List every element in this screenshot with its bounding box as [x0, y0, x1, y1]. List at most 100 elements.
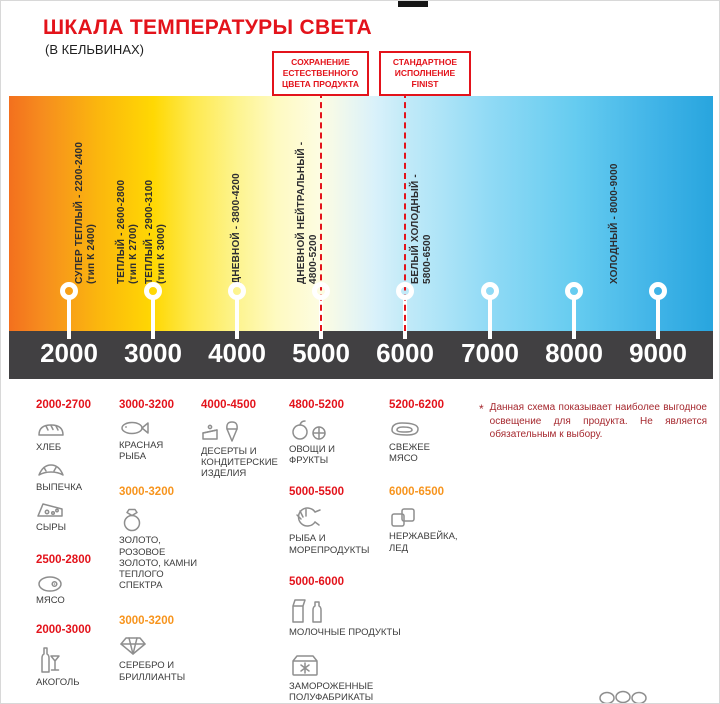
legend-item-label: СЫРЫ: [36, 522, 67, 534]
legend-item-label: НЕРЖАВЕЙКА, ЛЕД: [389, 531, 458, 554]
legend-item-label: АКОГОЛЬ: [36, 676, 80, 688]
band-label-cold: ХОЛОДНЫЙ - 8000-9000: [609, 163, 621, 284]
legend-item-meat: МЯСО: [36, 574, 114, 606]
marker-stem: [67, 299, 71, 339]
legend-item-label: ЗОЛОТО, РОЗОВОЕ ЗОЛОТО, КАМНИ ТЕПЛОГО СП…: [119, 535, 198, 592]
legend-column-1: 2000-2700 ХЛЕБ ВЫПЕЧКА СЫРЫ 2500-2800 МЯ…: [36, 399, 114, 688]
legend-item-red-fish: КРАСНАЯ РЫБА: [119, 419, 201, 462]
legend-item-stainless-ice: НЕРЖАВЕЙКА, ЛЕД: [389, 506, 469, 554]
band-label-sub: (тип К 3000): [155, 223, 167, 284]
legend-item-alcohol: АКОГОЛЬ: [36, 644, 114, 688]
callout-standard-finist: СТАНДАРТНОЕ ИСПОЛНЕНИЕ FINIST: [379, 51, 471, 97]
legend-item-label: РЫБА И МОРЕПРОДУКТЫ: [289, 533, 370, 556]
band-label-text: СУПЕР ТЕПЛЫЙ - 2200-2400: [74, 141, 85, 284]
range-label: 5000-5500: [289, 486, 344, 499]
legend-item-pastry: ВЫПЕЧКА: [36, 461, 114, 493]
band-label-super-warm: СУПЕР ТЕПЛЫЙ - 2200-2400 (тип К 2400): [74, 142, 97, 284]
legend-item-label: СВЕЖЕЕ МЯСО: [389, 442, 430, 465]
band-label-text: ХОЛОДНЫЙ - 8000-9000: [609, 163, 620, 284]
band-label-daylight: ДНЕВНОЙ - 3800-4200: [231, 173, 243, 284]
axis-tick-4000: 4000: [208, 338, 266, 368]
ice-icon: [391, 508, 415, 528]
legend-item-bread: ХЛЕБ: [36, 419, 114, 453]
seafood-icon: [296, 507, 321, 528]
scale-marker-3000: [144, 282, 162, 300]
footnote: * Данная схема показывает наиболее выгод…: [479, 401, 707, 442]
legend-item-dairy: МОЛОЧНЫЕ ПРОДУКТЫ: [289, 596, 401, 638]
band-label-text: БЕЛЫЙ ХОЛОДНЫЙ -: [410, 174, 421, 284]
band-label-text: ДНЕВНОЙ - 3800-4200: [231, 173, 242, 284]
legend-item-desserts: ДЕСЕРТЫ И КОНДИТЕРСКИЕ ИЗДЕЛИЯ: [201, 419, 289, 480]
marker-stem: [235, 299, 239, 339]
range-label: 6000-6500: [389, 486, 444, 499]
range-label: 2500-2800: [36, 553, 91, 566]
band-label-sub: (тип К 2700): [127, 223, 139, 284]
legend-item-label: ЗАМОРОЖЕННЫЕ ПОЛУФАБРИКАТЫ: [289, 681, 374, 704]
nuts-icon: [599, 690, 647, 703]
legend-column-2: 3000-3200 КРАСНАЯ РЫБА 3000-3200 ЗОЛОТО,…: [119, 399, 201, 683]
legend-item-label: СЕРЕБРО И БРИЛЛИАНТЫ: [119, 660, 186, 683]
band-label-sub: 4800-5200: [307, 234, 319, 284]
kelvin-axis-bar: [9, 331, 713, 379]
range-label: 2000-2700: [36, 399, 91, 411]
band-label-neutral-daylight: ДНЕВНОЙ НЕЙТРАЛЬНЫЙ - 4800-5200: [296, 142, 319, 284]
ring-icon: [123, 509, 141, 532]
axis-tick-8000: 8000: [545, 338, 603, 368]
legend-item-frozen: ЗАМОРОЖЕННЫЕ ПОЛУФАБРИКАТЫ: [289, 652, 389, 703]
band-label-sub: 5800-6500: [421, 234, 433, 284]
page-subtitle: (В КЕЛЬВИНАХ): [45, 42, 144, 57]
callout-natural-color: СОХРАНЕНИЕ ЕСТЕСТВЕННОГО ЦВЕТА ПРОДУКТА: [272, 51, 369, 97]
range-label: 4800-5200: [289, 399, 344, 411]
footnote-marker: *: [479, 402, 484, 416]
band-label-text: ДНЕВНОЙ НЕЙТРАЛЬНЫЙ -: [296, 141, 307, 284]
axis-tick-9000: 9000: [629, 338, 687, 368]
cropped-artifact: [398, 1, 428, 7]
range-label: 3000-3200: [119, 399, 174, 411]
legend-item-silver-diamonds: СЕРЕБРО И БРИЛЛИАНТЫ: [119, 635, 201, 683]
legend-item-seafood: РЫБА И МОРЕПРОДУКТЫ: [289, 506, 389, 556]
legend-column-3: 4000-4500 ДЕСЕРТЫ И КОНДИТЕРСКИЕ ИЗДЕЛИЯ: [201, 399, 289, 480]
range-label: 5000-6000: [289, 575, 344, 588]
scale-marker-9000: [649, 282, 667, 300]
scale-marker-4000: [228, 282, 246, 300]
footnote-text: Данная схема показывает наиболее выгодно…: [489, 402, 707, 440]
dashed-guide-6000: [404, 92, 406, 331]
band-label-text: ТЕПЛЫЙ - 2900-3100: [144, 179, 155, 284]
axis-tick-2000: 2000: [40, 338, 98, 368]
axis-tick-5000: 5000: [292, 338, 350, 368]
frozen-icon: [292, 655, 318, 676]
legend-item-label: ВЫПЕЧКА: [36, 482, 83, 494]
scale-marker-5000: [312, 282, 330, 300]
range-label: 3000-3200: [119, 615, 174, 628]
axis-tick-7000: 7000: [461, 338, 519, 368]
legend-item-label: КРАСНАЯ РЫБА: [119, 440, 164, 463]
meat-icon: [38, 575, 62, 592]
band-label-text: ТЕПЛЫЙ - 2600-2800: [116, 179, 127, 284]
steak-icon: [391, 422, 419, 436]
range-label: 2000-3000: [36, 623, 91, 636]
legend-item-label: ДЕСЕРТЫ И КОНДИТЕРСКИЕ ИЗДЕЛИЯ: [201, 446, 278, 480]
marker-stem: [151, 299, 155, 339]
band-label-warm-2700: ТЕПЛЫЙ - 2600-2800 (тип К 2700): [116, 180, 139, 284]
range-label: 3000-3200: [119, 486, 174, 499]
legend-item-label: ХЛЕБ: [36, 442, 62, 453]
legend-item-fresh-meat: СВЕЖЕЕ МЯСО: [389, 419, 469, 464]
scale-marker-8000: [565, 282, 583, 300]
range-label: 5200-6200: [389, 399, 444, 411]
band-label-cool-white: БЕЛЫЙ ХОЛОДНЫЙ - 5800-6500: [410, 174, 433, 284]
axis-tick-6000: 6000: [376, 338, 434, 368]
temperature-gradient: [9, 96, 713, 331]
marker-stem: [488, 299, 492, 339]
legend-column-4: 4800-5200 ОВОЩИ И ФРУКТЫ 5000-5500 РЫБА …: [289, 399, 401, 703]
legend-item-label: МОЛОЧНЫЕ ПРОДУКТЫ: [289, 626, 401, 638]
alcohol-icon: [41, 647, 60, 673]
diamond-icon: [120, 637, 146, 656]
scale-marker-6000: [396, 282, 414, 300]
legend-item-gold: ЗОЛОТО, РОЗОВОЕ ЗОЛОТО, КАМНИ ТЕПЛОГО СП…: [119, 506, 201, 591]
fruit-icon: [292, 420, 326, 440]
cheese-icon: [37, 503, 63, 518]
axis-tick-3000: 3000: [124, 338, 182, 368]
legend-column-5: 5200-6200 СВЕЖЕЕ МЯСО 6000-6500 НЕРЖАВЕЙ…: [389, 399, 469, 554]
scale-marker-7000: [481, 282, 499, 300]
